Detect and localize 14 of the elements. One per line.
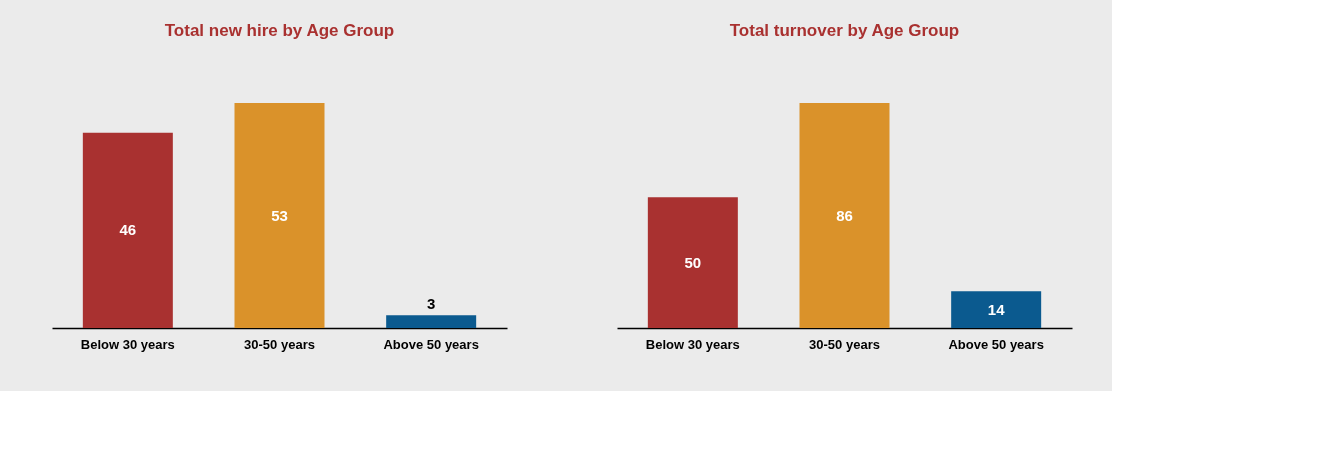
data-label: 53 (271, 206, 288, 224)
data-label: 46 (119, 221, 137, 239)
x-tick-label: Below 30 years (645, 336, 740, 352)
x-tick-label: 30-50 years (244, 336, 315, 352)
data-label: 50 (684, 253, 702, 271)
data-label: 3 (426, 295, 436, 313)
x-tick-label: Above 50 years (948, 336, 1044, 352)
chart-title: Total new hire by Age Group (164, 21, 395, 40)
data-label: 86 (836, 206, 853, 224)
data-label: 14 (987, 300, 1006, 318)
x-tick-label: Below 30 years (80, 336, 175, 352)
x-tick-label: 30-50 years (809, 336, 880, 352)
chart-title: Total turnover by Age Group (729, 21, 960, 40)
x-tick-label: Above 50 years (383, 336, 479, 352)
